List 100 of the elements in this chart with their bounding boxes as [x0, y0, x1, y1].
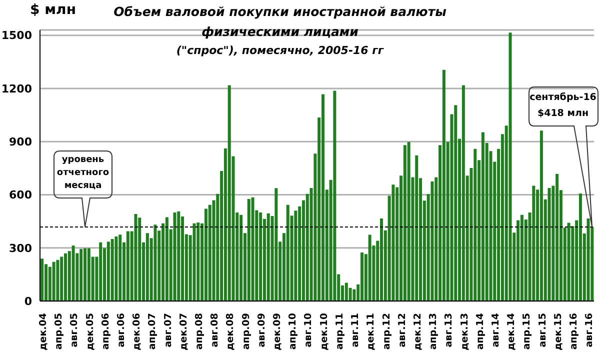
x-tick-label: апр.07 [147, 313, 158, 350]
x-tick-label: дек.06 [132, 312, 143, 350]
x-tick-label: авг.13 [444, 313, 455, 348]
bar [462, 85, 465, 301]
x-tick-label: дек.09 [272, 313, 284, 350]
bar [520, 214, 524, 301]
bar [540, 130, 543, 301]
chart-title: Объем валовой покупки иностранной валюты физическими лицами [112, 3, 448, 41]
x-tick-label: авг.09 [256, 313, 268, 348]
bar [177, 211, 180, 301]
bar [60, 256, 64, 301]
bar [454, 105, 458, 301]
x-tick-label: апр.15 [522, 313, 533, 350]
x-tick-label: дек.05 [84, 313, 96, 350]
x-tick-label: авг.05 [69, 313, 80, 348]
x-tick-label: авг.14 [490, 312, 502, 348]
bar [430, 181, 434, 301]
bar [40, 258, 44, 301]
x-tick-label: авг.16 [584, 312, 596, 348]
bar [578, 193, 582, 301]
bar [548, 188, 551, 301]
bar [72, 246, 75, 301]
bar [407, 142, 410, 301]
x-tick-label: дек.08 [225, 312, 236, 350]
bar [508, 32, 512, 301]
bar [154, 224, 157, 301]
bar [228, 85, 231, 301]
x-tick-label: апр.12 [381, 313, 392, 350]
x-tick-label: авг.11 [350, 313, 362, 348]
x-tick-label: апр.13 [428, 313, 440, 350]
x-tick-label: апр.08 [194, 312, 206, 350]
bar [118, 234, 122, 301]
bar [586, 218, 590, 301]
bar [196, 222, 200, 301]
bar [138, 218, 142, 301]
bar [556, 174, 559, 301]
y-tick-label: 600 [9, 188, 32, 202]
x-tick-label: авг.06 [116, 312, 127, 348]
x-tick-label: дек.13 [459, 313, 470, 350]
x-tick-label: авг.08 [210, 312, 221, 348]
bar [474, 148, 477, 301]
x-tick-label: апр.09 [240, 313, 252, 350]
bar [333, 90, 336, 301]
bar [392, 184, 395, 301]
x-tick-label: авг.10 [303, 312, 314, 348]
bar [173, 212, 176, 301]
bar [251, 197, 254, 301]
y-tick-label: 900 [9, 135, 32, 148]
x-tick-label: дек.04 [38, 312, 49, 350]
bar [110, 239, 114, 301]
x-tick-label: авг.15 [537, 313, 548, 348]
bar [442, 70, 446, 301]
bar [360, 252, 364, 301]
x-tick-label: дек.10 [318, 312, 330, 350]
bar [114, 236, 118, 301]
bar [87, 248, 90, 301]
bar [567, 222, 570, 301]
bar [240, 214, 243, 301]
x-tick-label: авг.07 [162, 313, 174, 348]
x-tick-label: авг.12 [396, 313, 408, 348]
bar [56, 260, 60, 301]
bar [321, 94, 324, 301]
bar [274, 188, 278, 301]
bar [204, 208, 208, 301]
bar [415, 155, 418, 301]
bar [64, 253, 67, 301]
x-tick-label: дек.15 [552, 313, 564, 350]
bar [84, 248, 86, 301]
x-tick-label: дек.14 [506, 312, 518, 350]
bar [266, 213, 270, 301]
bar [259, 212, 262, 301]
x-tick-label: апр.05 [54, 313, 65, 350]
bar [532, 186, 536, 301]
annotation: сентябрь-16 $418 млн [529, 91, 597, 121]
ref-line-label: уровень отчетного месяца [56, 154, 110, 193]
bar [403, 145, 406, 301]
bar [52, 262, 56, 301]
bar [294, 210, 298, 301]
x-tick-label: апр.06 [100, 312, 112, 350]
y-tick-label: 1200 [1, 82, 32, 96]
y-axis-title: $ млн [30, 2, 76, 18]
bar [481, 132, 484, 301]
bar [192, 223, 196, 301]
bar [368, 234, 372, 301]
x-tick-label: дек.11 [366, 313, 377, 350]
bar [99, 242, 102, 301]
y-tick-label: 300 [9, 242, 32, 255]
y-tick-label: 0 [24, 294, 32, 308]
x-tick-label: апр.14 [474, 312, 486, 350]
x-tick-label: апр.11 [334, 313, 346, 350]
bar [247, 198, 250, 301]
bar [134, 214, 138, 301]
bar [344, 282, 348, 301]
text: ("спрос"), помесячно, 2005-16 гг [175, 44, 385, 57]
bar [80, 248, 83, 301]
x-tick-label: апр.10 [288, 312, 299, 350]
bar [380, 218, 384, 301]
x-tick-label: апр.16 [568, 312, 580, 350]
bar [286, 204, 290, 301]
x-tick-label: дек.12 [412, 313, 424, 350]
